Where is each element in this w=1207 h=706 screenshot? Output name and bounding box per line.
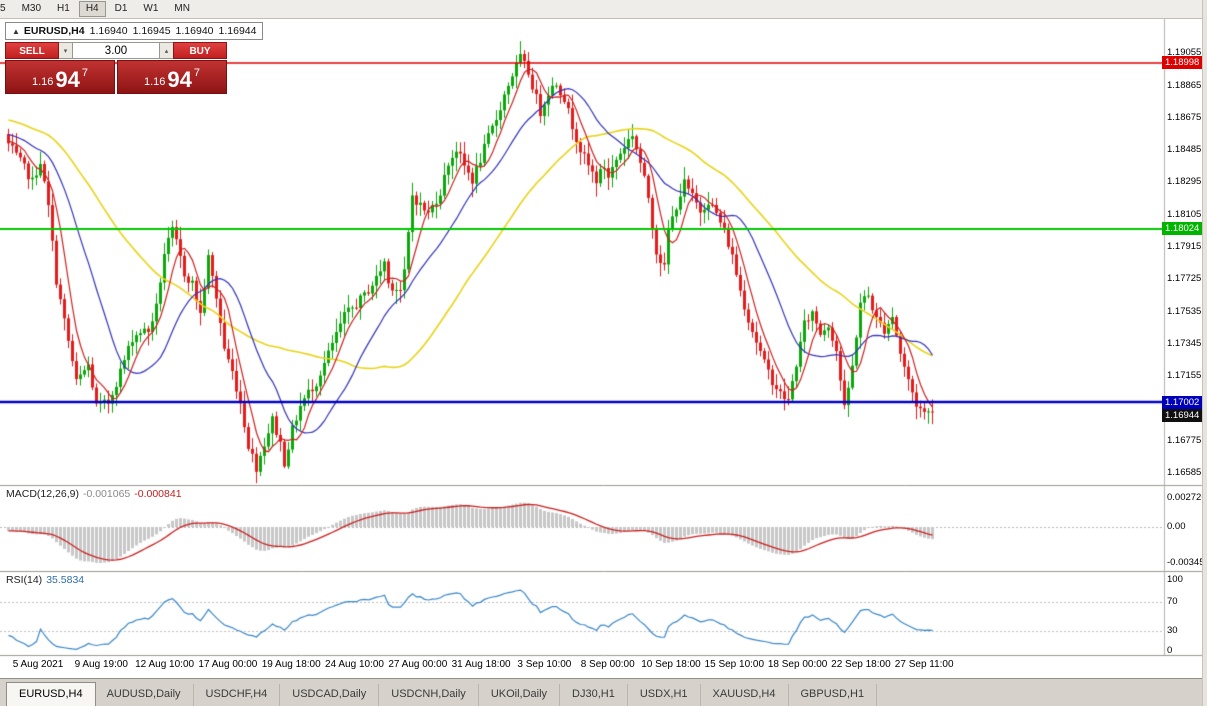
sell-button[interactable]: SELL	[5, 42, 59, 59]
chart-tab-usdcad-daily[interactable]: USDCAD,Daily	[280, 684, 380, 706]
price-chart-canvas[interactable]	[0, 18, 1207, 678]
time-axis-label: 17 Aug 00:00	[198, 659, 258, 670]
timeframe-button-w1[interactable]: W1	[143, 3, 159, 14]
sell-price-sup: 7	[81, 67, 89, 79]
macd-signal-value: -0.000841	[134, 488, 182, 500]
time-axis-label: 12 Aug 10:00	[135, 659, 195, 670]
timeframe-button-m30[interactable]: M30	[21, 3, 42, 14]
macd-name: MACD(12,26,9)	[6, 488, 79, 500]
time-axis-label: 10 Sep 18:00	[641, 659, 701, 670]
price-axis-label: 1.17725	[1167, 273, 1202, 285]
quote-close: 1.16944	[218, 24, 257, 37]
volume-increase-button[interactable]: ▴	[160, 42, 173, 59]
chart-overlay: ▲ EURUSD,H4 1.16940 1.16945 1.16940 1.16…	[5, 22, 1207, 670]
time-axis-label: 27 Aug 00:00	[388, 659, 448, 670]
buy-price-sup: 7	[193, 67, 201, 79]
chart-tab-usdchf-h4[interactable]: USDCHF,H4	[194, 684, 281, 706]
chart-tab-dj30-h1[interactable]: DJ30,H1	[560, 684, 628, 706]
window-scrollbar[interactable]	[1202, 0, 1207, 706]
quote-open: 1.16940	[89, 24, 128, 37]
time-axis-label: 22 Sep 18:00	[831, 659, 891, 670]
support-line-tag: 1.17002	[1162, 395, 1203, 409]
rsi-axis-label: 70	[1167, 596, 1178, 607]
chart-tab-xauusd-h4[interactable]: XAUUSD,H4	[701, 684, 789, 706]
quote-symbol: EURUSD,H4	[23, 24, 85, 37]
time-axis-label: 15 Sep 10:00	[704, 659, 765, 670]
quote-box: ▲ EURUSD,H4 1.16940 1.16945 1.16940 1.16…	[5, 22, 264, 40]
timeframe-button-5[interactable]: 5	[0, 3, 6, 14]
time-axis-label: 19 Aug 18:00	[261, 659, 321, 670]
price-axis-label: 1.18675	[1167, 111, 1202, 123]
macd-value: -0.001065	[82, 488, 131, 500]
timeframe-button-mn[interactable]: MN	[174, 3, 190, 14]
time-axis-label: 18 Sep 00:00	[767, 659, 828, 670]
price-axis-label: 1.18295	[1167, 176, 1202, 188]
price-axis-label: 1.17535	[1167, 305, 1202, 317]
time-axis-label: 3 Sep 10:00	[517, 659, 572, 670]
current-price-tag: 1.16944	[1162, 408, 1203, 422]
chart-tab-ukoil-daily[interactable]: UKOil,Daily	[479, 684, 561, 706]
macd-label: MACD(12,26,9) -0.001065 -0.000841	[6, 488, 182, 500]
price-axis-label: 1.18105	[1167, 208, 1202, 220]
time-axis-label: 27 Sep 11:00	[894, 659, 954, 670]
rsi-axis-label: 30	[1167, 625, 1178, 636]
one-click-trading-panel: SELL ▾ ▴ BUY 1.16 94 7 1.16 94 7	[5, 42, 227, 94]
price-axis-label: 1.16775	[1167, 434, 1202, 446]
buy-price-prefix: 1.16	[143, 76, 166, 88]
timeframe-button-h1[interactable]: H1	[57, 3, 70, 14]
rsi-value: 35.5834	[46, 574, 85, 586]
chart-tab-eurusd-h4[interactable]: EURUSD,H4	[6, 682, 96, 706]
one-click-toggle-icon[interactable]: ▲	[12, 26, 20, 36]
time-axis-label: 9 Aug 19:00	[74, 659, 128, 670]
trade-prices-row: 1.16 94 7 1.16 94 7	[5, 60, 227, 94]
chart-tab-usdcnh-daily[interactable]: USDCNH,Daily	[379, 684, 479, 706]
timeframe-button-h4[interactable]: H4	[78, 1, 106, 17]
time-axis-label: 24 Aug 10:00	[325, 659, 384, 670]
sell-price-big: 94	[55, 67, 80, 93]
timeframe-buttons: 5 M30 H1 H4 D1 W1 MN	[0, 0, 198, 18]
time-axis-label: 8 Sep 00:00	[580, 659, 635, 670]
price-axis-label: 1.17915	[1167, 241, 1202, 253]
rsi-name: RSI(14)	[6, 574, 43, 586]
chart-tab-audusd-daily[interactable]: AUDUSD,Daily	[95, 684, 194, 706]
price-axis-label: 1.17345	[1167, 337, 1202, 349]
buy-price-big: 94	[167, 67, 192, 93]
chart-tabs: EURUSD,H4 AUDUSD,Daily USDCHF,H4 USDCAD,Dai…	[0, 679, 1207, 706]
rsi-label: RSI(14) 35.5834	[6, 574, 84, 586]
resistance-line-tag: 1.18998	[1162, 56, 1203, 70]
chart-tab-gbpusd-h1[interactable]: GBPUSD,H1	[789, 684, 878, 706]
rsi-axis-label: 100	[1167, 574, 1183, 585]
chart-tab-usdx-h1[interactable]: USDX,H1	[628, 684, 701, 706]
chart-tabs-bar: EURUSD,H4 AUDUSD,Daily USDCHF,H4 USDCAD,Dai…	[0, 678, 1207, 706]
price-axis-label: 1.19055	[1167, 47, 1202, 59]
timeframe-button-d1[interactable]: D1	[114, 3, 128, 14]
macd-axis-label: 0.00	[1167, 521, 1186, 532]
sell-price-prefix: 1.16	[31, 76, 54, 88]
volume-input[interactable]	[72, 42, 160, 59]
volume-decrease-button[interactable]: ▾	[59, 42, 72, 59]
macd-axis-label: -0.00345	[1167, 557, 1205, 568]
price-axis-label: 1.18865	[1167, 79, 1202, 91]
mid-level-line-tag: 1.18024	[1162, 222, 1203, 236]
buy-button[interactable]: BUY	[173, 42, 227, 59]
quote-low: 1.16940	[175, 24, 214, 37]
time-axis-label: 5 Aug 2021	[12, 659, 64, 670]
timeframe-toolbar: 5 M30 H1 H4 D1 W1 MN	[0, 0, 1207, 19]
rsi-axis-label: 0	[1167, 645, 1173, 656]
buy-price-display[interactable]: 1.16 94 7	[117, 60, 227, 94]
price-axis-label: 1.17155	[1167, 370, 1202, 382]
quote-high: 1.16945	[132, 24, 171, 37]
price-axis-label: 1.18485	[1167, 144, 1202, 156]
price-axis-label: 1.16585	[1167, 467, 1202, 479]
trade-controls-row: SELL ▾ ▴ BUY	[5, 42, 227, 59]
macd-axis-label: 0.002726	[1167, 492, 1207, 503]
time-axis-label: 31 Aug 18:00	[451, 659, 511, 670]
sell-price-display[interactable]: 1.16 94 7	[5, 60, 115, 94]
